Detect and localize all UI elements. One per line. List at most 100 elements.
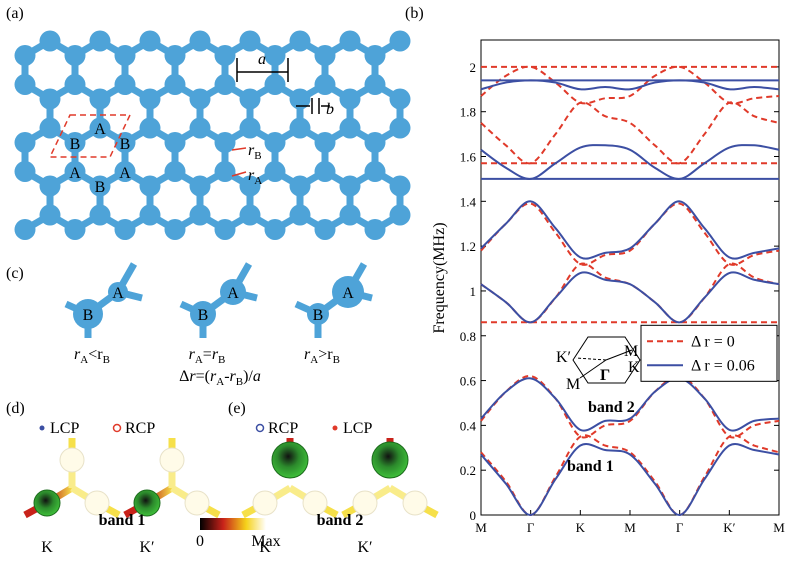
panel-label: (d) [6, 400, 25, 417]
y-tick-label: 0.2 [460, 463, 476, 478]
site [164, 45, 186, 66]
site [64, 45, 86, 66]
bz-path [575, 357, 607, 361]
site-label: A [69, 165, 81, 182]
text-run: A [195, 354, 203, 366]
band-line [480, 202, 780, 266]
site [164, 132, 186, 153]
trimer-caption: rA=rB [189, 346, 226, 366]
site-label: B [70, 136, 81, 153]
site [189, 175, 211, 197]
site [389, 88, 411, 110]
site [39, 88, 61, 110]
site [364, 45, 386, 66]
site [239, 175, 261, 197]
site [164, 219, 186, 240]
field-site [352, 490, 378, 516]
x-tick-label: Γ [676, 520, 684, 535]
legend-box [640, 324, 778, 382]
text-run: r [248, 167, 255, 184]
panel-label: (c) [6, 265, 24, 282]
site [314, 219, 336, 240]
inset-label: Γ [600, 367, 610, 384]
band-label: band 1 [99, 512, 146, 529]
y-tick-label: 0 [470, 508, 477, 523]
site [64, 132, 86, 153]
site [239, 30, 261, 52]
y-axis-label: Frequency(MHz) [431, 222, 448, 333]
site [164, 74, 186, 95]
band-line [480, 101, 780, 165]
site [89, 88, 111, 110]
colorbar-max: Max [251, 533, 280, 550]
site [114, 74, 136, 95]
field-site [302, 490, 328, 516]
colorbar-min: 0 [196, 533, 204, 550]
point-label: K′ [357, 539, 372, 556]
point-label: K [259, 539, 271, 556]
text-run: B [333, 354, 340, 366]
text-run: >r [318, 346, 333, 363]
site [389, 175, 411, 197]
site [189, 88, 211, 110]
field-site [184, 490, 210, 516]
site-label: B [83, 307, 94, 324]
site [139, 175, 161, 197]
field-hotspot [271, 441, 309, 479]
site-label: A [112, 285, 124, 302]
text-run: r [248, 142, 255, 159]
band-line [480, 375, 780, 439]
point-label: K [41, 539, 53, 556]
colorbar [200, 518, 266, 530]
text-run: <r [88, 346, 103, 363]
site [39, 204, 61, 226]
site [239, 204, 261, 226]
radius-label: rA [248, 167, 262, 187]
site [114, 45, 136, 66]
panel-label: (a) [6, 5, 24, 22]
site [339, 117, 361, 139]
band-line [480, 442, 780, 516]
site [39, 30, 61, 52]
y-tick-label: 1.2 [460, 239, 476, 254]
site [364, 161, 386, 182]
site [14, 132, 36, 153]
y-tick-label: 1.8 [460, 105, 476, 120]
site-label: B [95, 179, 106, 196]
x-tick-label: M [624, 520, 636, 535]
site [289, 88, 311, 110]
site [314, 45, 336, 66]
trimer-site [108, 282, 128, 302]
site [239, 117, 261, 139]
bz-path [605, 349, 633, 361]
band-label: band 2 [317, 512, 364, 529]
inset-label: K′ [556, 349, 571, 366]
legend-marker [332, 425, 338, 431]
inset-label: M [566, 376, 580, 393]
site [389, 117, 411, 139]
legend-label: RCP [268, 420, 298, 437]
trimer-site [307, 303, 329, 325]
site [314, 161, 336, 182]
trimer-site [332, 276, 364, 308]
inset-label: K [628, 359, 640, 376]
site [89, 30, 111, 52]
text-run: B [103, 354, 110, 366]
band-line [480, 377, 780, 432]
site [339, 175, 361, 197]
site [89, 175, 111, 197]
site [289, 204, 311, 226]
field-site [59, 447, 85, 473]
y-tick-label: 1 [470, 284, 477, 299]
x-tick-label: K′ [723, 520, 735, 535]
site [289, 117, 311, 139]
site [389, 30, 411, 52]
site [214, 161, 236, 182]
field-site [84, 490, 110, 516]
band-line [480, 65, 780, 105]
legend-label: Δ r = 0 [691, 333, 735, 350]
trimer-site [190, 301, 216, 327]
legend-marker [255, 423, 265, 433]
text-run: - [224, 368, 229, 385]
